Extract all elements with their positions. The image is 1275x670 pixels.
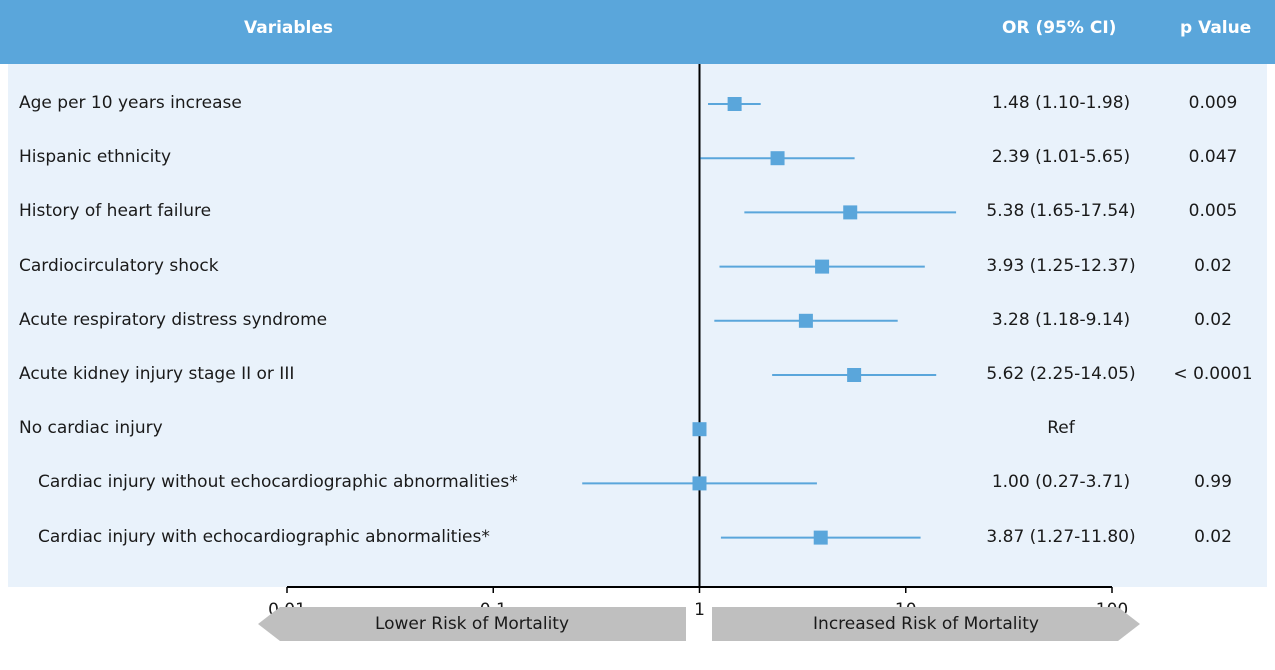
or-ci-header: OR (95% CI) [1002,18,1117,38]
variable-label: Age per 10 years increase [19,93,242,113]
or-ci-value: 1.48 (1.10-1.98) [991,93,1131,113]
variable-label: No cardiac injury [19,418,163,439]
or-ci-value: 3.28 (1.18-9.14) [991,309,1131,330]
or-ci-value: 5.38 (1.65-17.54) [986,201,1136,222]
variable-label: Acute kidney injury stage II or III [19,364,295,384]
or-marker [847,368,862,382]
x-tick-label: 1 [694,600,705,620]
increased-risk-label: Increased Risk of Mortality [813,614,1039,634]
lower-risk-label: Lower Risk of Mortality [374,614,570,634]
variable-label: Cardiac injury without echocardiographic… [38,472,518,493]
or-marker [815,259,830,274]
increased-risk-arrow: Increased Risk of Mortality [712,607,1140,641]
p-value: 0.005 [1188,201,1238,222]
lower-risk-arrow: Lower Risk of Mortality [258,607,686,641]
p-value: 0.009 [1188,93,1238,113]
p-value: 0.99 [1194,472,1232,493]
plot-background [8,64,1267,587]
p-value: 0.047 [1188,147,1238,168]
or-ci-value: 5.62 (2.25-14.05) [986,364,1136,384]
variable-label: Cardiac injury with echocardiographic ab… [38,526,490,547]
variable-label: Cardiocirculatory shock [19,255,219,276]
or-marker [813,530,828,545]
or-marker [727,97,742,111]
or-marker [692,476,707,491]
or-marker [798,313,813,328]
or-marker [843,205,858,220]
variables-header: Variables [244,18,334,38]
or-marker [770,151,785,166]
variable-label: Hispanic ethnicity [19,147,172,168]
variable-label: Acute respiratory distress syndrome [19,309,328,330]
p-value: < 0.0001 [1173,364,1253,384]
p-value: 0.02 [1194,309,1232,330]
left-arrow-shape [258,607,686,641]
or-ci-value: 2.39 (1.01-5.65) [991,147,1131,168]
or-ci-value: Ref [1047,418,1075,439]
p-value: 0.02 [1194,255,1232,276]
table-header: Variables OR (95% CI) p Value [0,0,1275,64]
p-value-header: p Value [1180,18,1252,38]
or-marker [692,422,707,437]
right-arrow-shape [712,607,1140,641]
or-ci-value: 3.93 (1.25-12.37) [986,255,1136,276]
p-value: 0.02 [1194,526,1232,547]
or-ci-value: 1.00 (0.27-3.71) [991,472,1131,493]
or-ci-value: 3.87 (1.27-11.80) [986,526,1136,547]
variable-label: History of heart failure [19,201,212,222]
